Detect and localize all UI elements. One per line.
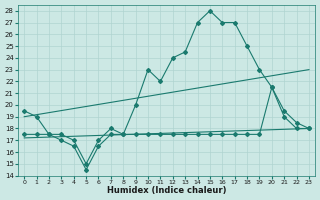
X-axis label: Humidex (Indice chaleur): Humidex (Indice chaleur) bbox=[107, 186, 226, 195]
